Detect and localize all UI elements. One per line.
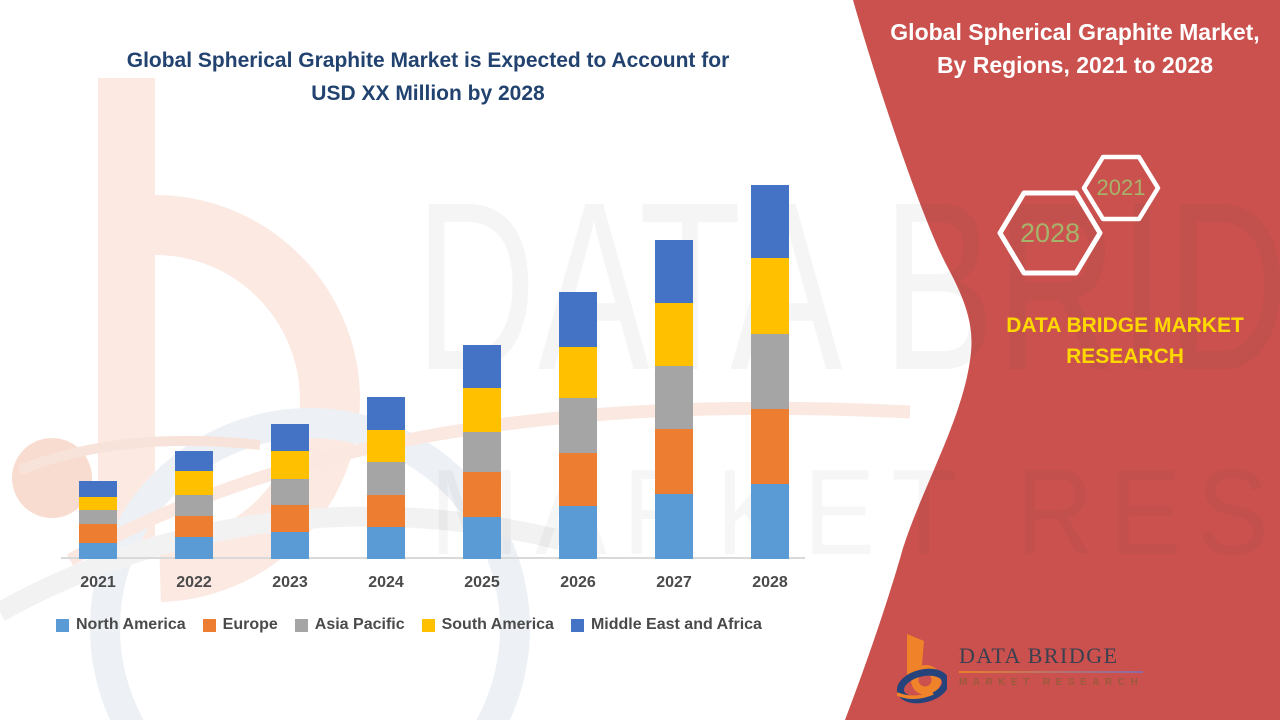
- bar-segment-south-america-2023: [271, 451, 309, 479]
- x-axis-label-2027: 2027: [656, 574, 692, 591]
- chart-title: Global Spherical Graphite Market is Expe…: [58, 44, 798, 110]
- legend-marker-asia-pacific: [294, 618, 308, 632]
- bar-segment-middle-east-and-africa-2025: [463, 345, 501, 388]
- legend-item-europe: Europe: [202, 616, 278, 634]
- x-axis-label-2026: 2026: [560, 574, 596, 591]
- bar-segment-south-america-2028: [751, 258, 789, 334]
- panel-heading-line2: By Regions, 2021 to 2028: [936, 52, 1214, 78]
- bar-segment-south-america-2026: [559, 347, 597, 398]
- bar-segment-middle-east-and-africa-2026: [559, 292, 597, 347]
- chart-title-line1: Global Spherical Graphite Market is Expe…: [126, 49, 730, 72]
- x-axis-label-2025: 2025: [464, 574, 500, 591]
- chart-title-line2: USD XX Million by 2028: [311, 82, 545, 105]
- legend-item-south-america: South America: [421, 616, 554, 634]
- x-axis-label-2023: 2023: [272, 574, 308, 591]
- legend-item-north-america: North America: [56, 616, 186, 634]
- x-axis-label-2028: 2028: [752, 574, 788, 591]
- bar-segment-europe-2023: [271, 505, 309, 532]
- bar-segment-south-america-2022: [175, 471, 213, 495]
- bar-segment-europe-2024: [367, 495, 405, 527]
- bar-segment-south-america-2025: [463, 388, 501, 432]
- legend-label-north-america: North America: [76, 616, 186, 633]
- bar-segment-middle-east-and-africa-2023: [271, 424, 309, 451]
- bar-segment-south-america-2021: [79, 497, 117, 510]
- hexagon-2028-label: 2028: [1019, 217, 1081, 248]
- x-axis-label-2021: 2021: [80, 574, 116, 591]
- bar-segment-middle-east-and-africa-2022: [175, 451, 213, 471]
- bar-segment-europe-2021: [79, 524, 117, 543]
- bar-segment-asia-pacific-2027: [655, 366, 693, 429]
- bar-segment-asia-pacific-2024: [367, 462, 405, 495]
- bar-segment-south-america-2027: [655, 303, 693, 366]
- x-axis-label-2024: 2024: [368, 574, 404, 591]
- databridge-logo-name: DATA BRIDGE: [959, 643, 1119, 668]
- brand-text-line1: DATA BRIDGE MARKET: [1006, 314, 1244, 337]
- bar-segment-north-america-2021: [79, 543, 117, 559]
- bar-segment-north-america-2028: [751, 484, 789, 559]
- legend-item-asia-pacific: Asia Pacific: [294, 616, 405, 634]
- bar-segment-europe-2026: [559, 453, 597, 506]
- panel-heading: Global Spherical Graphite Market, By Reg…: [880, 16, 1270, 82]
- side-panel-shape: [845, 0, 1280, 720]
- panel-heading-line1: Global Spherical Graphite Market,: [890, 19, 1260, 45]
- databridge-logo: DATA BRIDGE MARKET RESEARCH: [897, 632, 1144, 708]
- hexagon-2021: [1081, 154, 1161, 222]
- databridge-logo-rule: [959, 671, 1144, 673]
- databridge-logo-tagline: MARKET RESEARCH: [959, 677, 1144, 688]
- bar-segment-asia-pacific-2023: [271, 479, 309, 505]
- bar-segment-middle-east-and-africa-2028: [751, 185, 789, 258]
- legend-marker-north-america: [56, 618, 69, 632]
- bar-segment-asia-pacific-2021: [79, 510, 117, 524]
- bar-segment-asia-pacific-2025: [463, 432, 501, 472]
- bar-segment-europe-2028: [751, 409, 789, 484]
- chart-legend: North America Europe Asia Pacific South Ame…: [56, 616, 826, 634]
- bar-segment-middle-east-and-africa-2027: [655, 240, 693, 303]
- legend-label-south-america: South America: [441, 616, 554, 633]
- plot-area: [61, 150, 806, 559]
- legend-marker-south-america: [421, 618, 435, 632]
- bar-segment-north-america-2026: [559, 506, 597, 559]
- bar-segment-middle-east-and-africa-2024: [367, 397, 405, 430]
- legend-label-middle-east-and-africa: Middle East and Africa: [590, 616, 762, 633]
- bar-segment-asia-pacific-2022: [175, 495, 213, 516]
- databridge-logo-text: DATA BRIDGE MARKET RESEARCH: [959, 632, 1144, 688]
- bar-segment-north-america-2025: [463, 517, 501, 559]
- bar-segment-north-america-2023: [271, 532, 309, 559]
- bar-segment-middle-east-and-africa-2021: [79, 481, 117, 497]
- legend-marker-europe: [202, 618, 216, 632]
- bar-segment-asia-pacific-2028: [751, 334, 789, 409]
- bar-segment-europe-2022: [175, 516, 213, 537]
- bar-segment-asia-pacific-2026: [559, 398, 597, 453]
- hexagon-2028: [997, 190, 1103, 276]
- legend-marker-middle-east-and-africa: [570, 618, 584, 632]
- bar-segment-north-america-2027: [655, 494, 693, 559]
- hexagon-2021-label: 2021: [1096, 175, 1146, 200]
- bar-segment-north-america-2024: [367, 527, 405, 559]
- legend-label-europe: Europe: [222, 616, 278, 633]
- x-axis-line: [61, 557, 805, 559]
- brand-text-line2: RESEARCH: [1066, 345, 1184, 368]
- bar-segment-europe-2027: [655, 429, 693, 494]
- x-axis-label-2022: 2022: [176, 574, 212, 591]
- legend-item-middle-east-and-africa: Middle East and Africa: [570, 616, 762, 634]
- bar-segment-europe-2025: [463, 472, 501, 517]
- databridge-logo-icon: [897, 634, 947, 704]
- brand-text: DATA BRIDGE MARKET RESEARCH: [950, 310, 1280, 372]
- bar-segment-south-america-2024: [367, 430, 405, 462]
- bar-segment-north-america-2022: [175, 537, 213, 559]
- legend-label-asia-pacific: Asia Pacific: [314, 616, 405, 633]
